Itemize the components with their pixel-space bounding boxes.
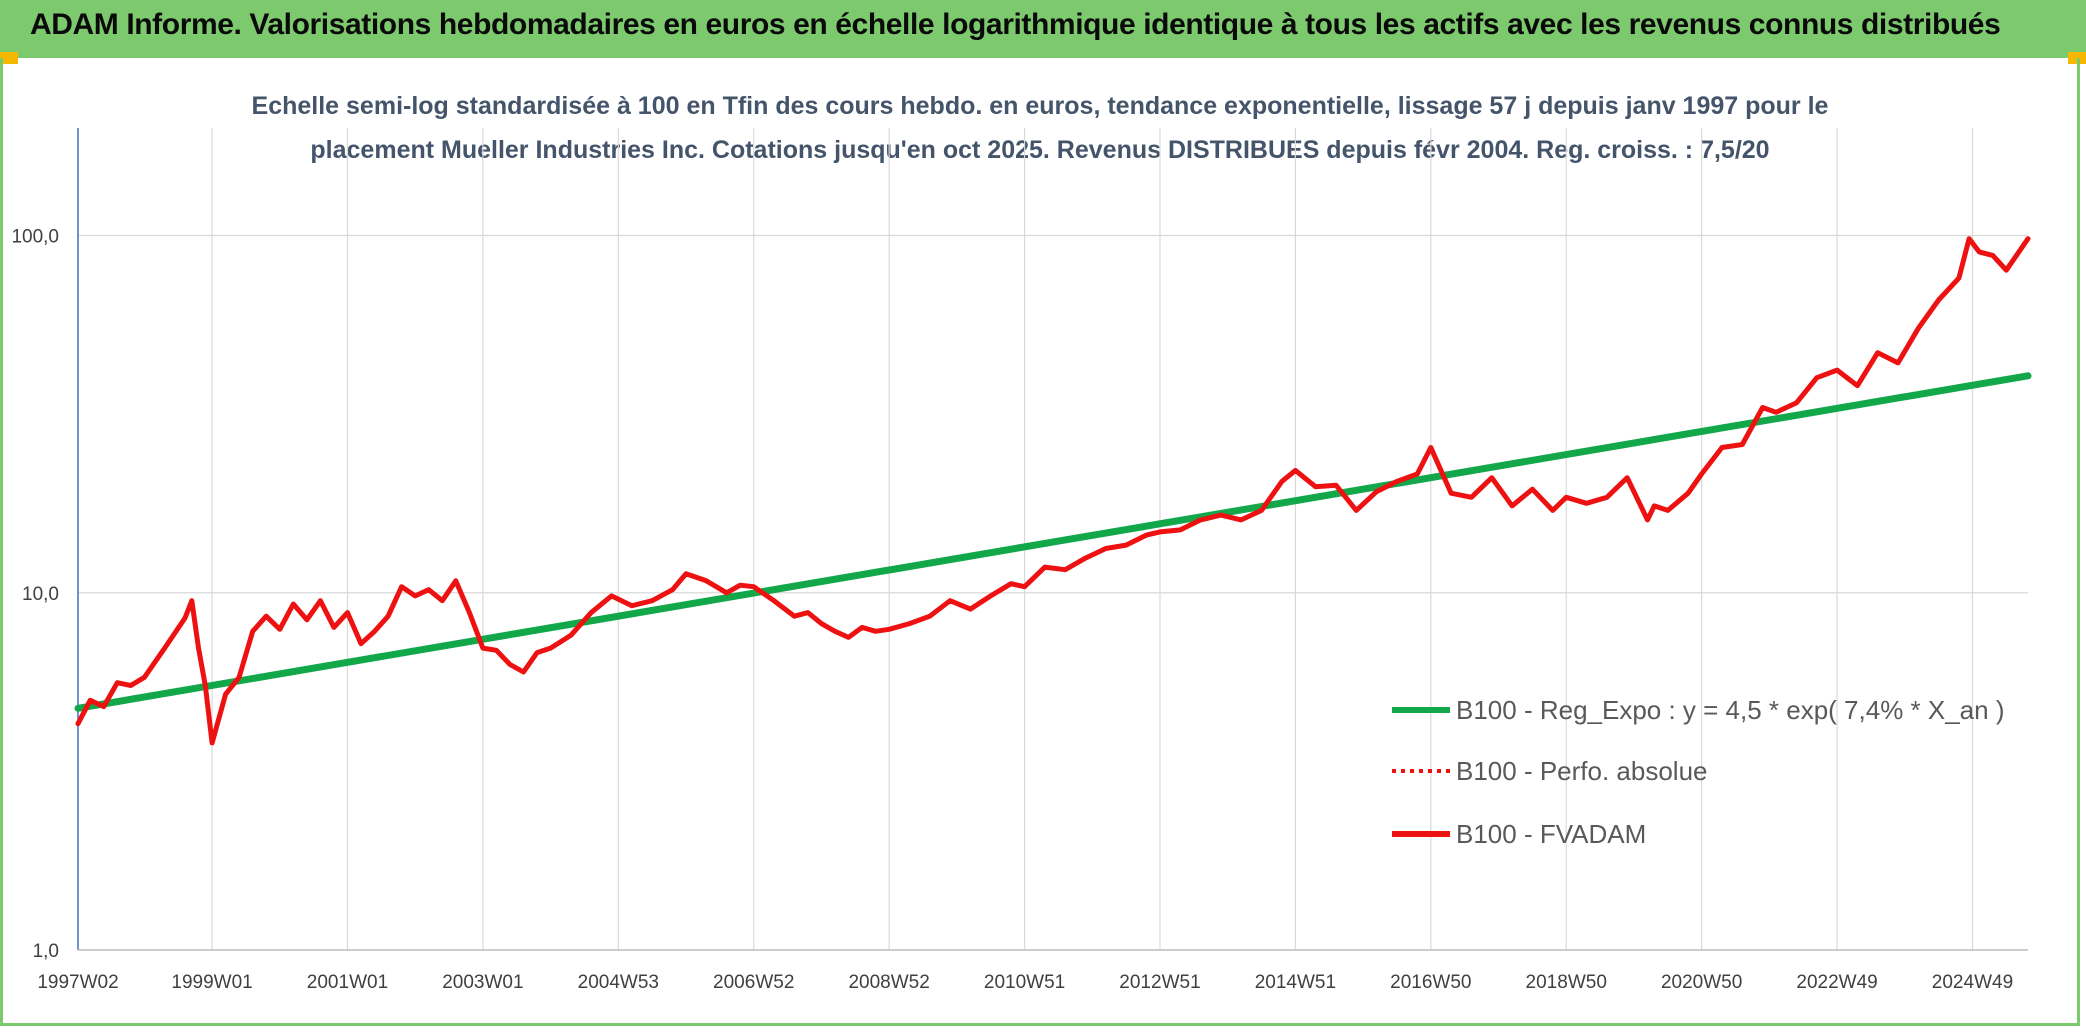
x-tick-label: 2001W01 xyxy=(307,972,388,993)
series-line-regression xyxy=(74,372,2032,712)
page-title: ADAM Informe. Valorisations hebdomadaire… xyxy=(30,8,2001,41)
series-line-fvadam xyxy=(75,236,2031,746)
legend-label-perfo: B100 - Perfo. absolue xyxy=(1456,756,1708,786)
y-tick-label: 10,0 xyxy=(22,584,59,605)
legend-label-fvadam: B100 - FVADAM xyxy=(1456,819,1646,849)
x-tick-label: 2003W01 xyxy=(442,972,523,993)
x-tick-label: 1997W02 xyxy=(37,972,118,993)
x-tick-label: 2022W49 xyxy=(1796,972,1877,993)
series xyxy=(74,236,2032,746)
axes: 1,0 10,0 100,0 1997W02 1999W01 2001W01 2003W01… xyxy=(11,128,2028,993)
x-tick-label: 2008W52 xyxy=(848,972,929,993)
x-tick-label: 2014W51 xyxy=(1255,972,1336,993)
chart-subtitle-line-2: placement Mueller Industries Inc. Cotati… xyxy=(310,136,1769,164)
legend-label-regression: B100 - Reg_Expo : y = 4,5 * exp( 7,4% * … xyxy=(1456,695,2005,725)
y-tick-label: 1,0 xyxy=(33,941,59,962)
legend: B100 - Reg_Expo : y = 4,5 * exp( 7,4% * … xyxy=(1392,695,2005,849)
header-bar: ADAM Informe. Valorisations hebdomadaire… xyxy=(0,0,2086,58)
x-tick-label: 2006W52 xyxy=(713,972,794,993)
x-tick-label: 2020W50 xyxy=(1661,972,1742,993)
x-tick-label: 2012W51 xyxy=(1119,972,1200,993)
x-tick-label: 2016W50 xyxy=(1390,972,1471,993)
x-tick-label: 1999W01 xyxy=(171,972,252,993)
corner-mark-left xyxy=(0,52,18,64)
x-tick-label: 2018W50 xyxy=(1526,972,1607,993)
x-tick-label: 2010W51 xyxy=(984,972,1065,993)
chart-frame xyxy=(0,58,2080,1026)
chart-subtitle-line-1: Echelle semi-log standardisée à 100 en T… xyxy=(252,92,1829,120)
y-tick-label: 100,0 xyxy=(11,227,59,248)
x-tick-label: 2024W49 xyxy=(1932,972,2013,993)
x-tick-label: 2004W53 xyxy=(578,972,659,993)
